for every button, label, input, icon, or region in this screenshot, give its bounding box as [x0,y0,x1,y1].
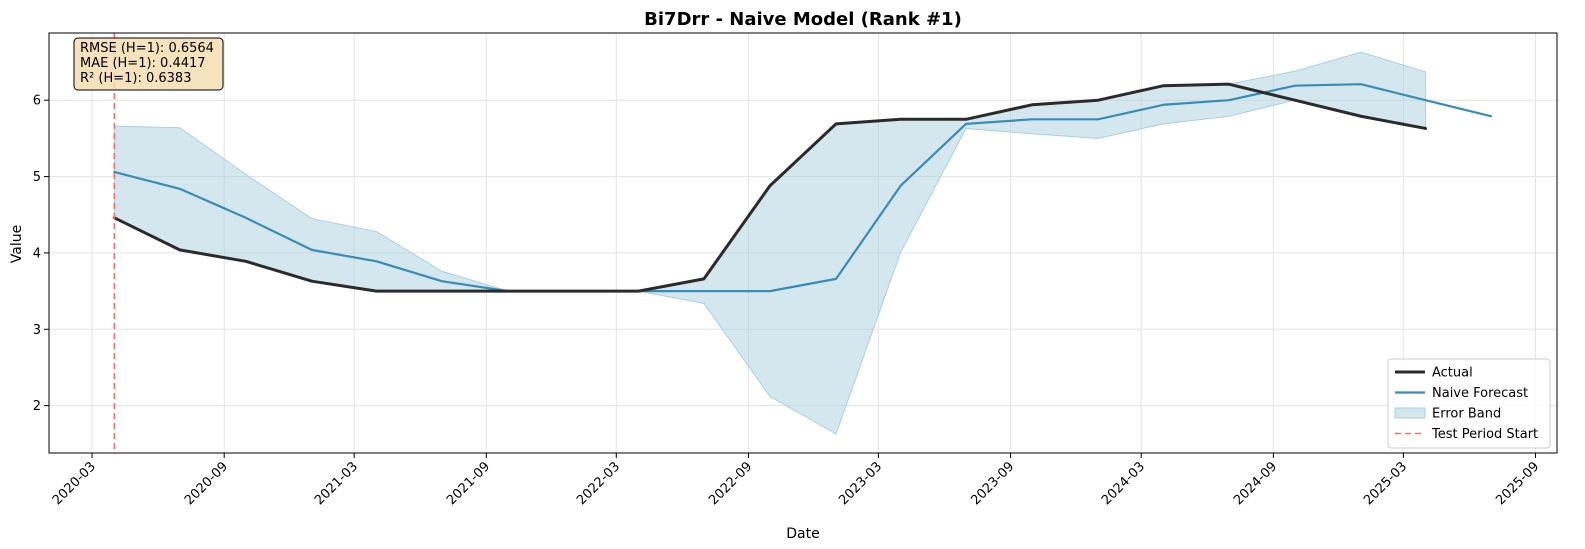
x-tick-label: 2024-03 [1099,459,1148,508]
y-axis-label: Value [9,225,25,263]
x-axis-ticks: 2020-03 2020-09 2021-03 2021-09 2022-03 2022-… [50,453,1542,508]
legend-swatch-band [1394,407,1426,419]
x-tick-label: 2021-09 [444,459,493,508]
x-tick-label: 2022-09 [706,459,755,508]
plot-frame [48,32,1558,454]
metrics-box-frame [73,37,224,91]
metric-text: RMSE (H=1): 0.6564 [80,41,214,56]
legend-label: Naive Forecast [1432,386,1528,401]
actual-line [112,82,1428,293]
y-tick-label: 6 [33,94,41,109]
error-band-area [113,51,1427,435]
x-tick-label: 2020-03 [50,459,99,508]
x-axis-label: Date [786,526,819,542]
y-axis-ticks: 2 3 4 5 6 [33,94,49,414]
x-tick-label: 2021-03 [312,459,361,508]
x-tick-label: 2025-03 [1361,459,1410,508]
legend: Actual Naive Forecast Error Band Test Perio… [1387,358,1551,449]
legend-label: Test Period Start [1431,427,1538,442]
y-tick-label: 4 [33,246,41,261]
error-band [113,51,1427,435]
x-tick-label: 2020-09 [182,459,231,508]
legend-frame [1387,358,1551,449]
legend-label: Error Band [1432,407,1501,422]
x-tick-label: 2023-09 [968,459,1017,508]
x-tick-label: 2025-09 [1493,459,1542,508]
y-tick-label: 5 [33,170,41,185]
y-tick-label: 3 [33,323,41,338]
x-tick-label: 2022-03 [574,459,623,508]
metric-text: R² (H=1): 0.6383 [80,71,191,86]
x-tick-label: 2023-03 [836,459,885,508]
series-lines [112,82,1493,293]
y-tick-label: 2 [33,399,41,414]
metric-text: MAE (H=1): 0.4417 [80,56,206,71]
legend-label: Actual [1432,366,1473,381]
x-tick-label: 2024-09 [1231,459,1280,508]
chart-title: Bi7Drr - Naive Model (Rank #1) [644,9,962,30]
